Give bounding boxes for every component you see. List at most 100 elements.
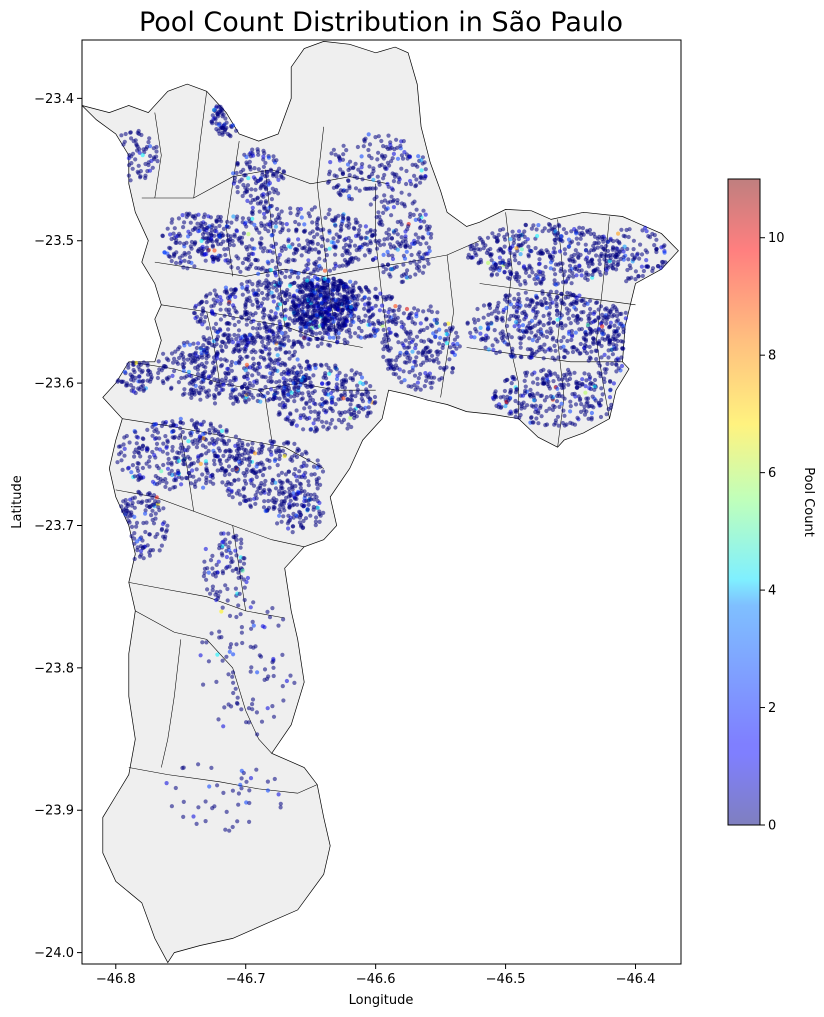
- pool-point: [256, 361, 261, 366]
- pool-point: [500, 258, 505, 263]
- pool-point: [230, 340, 235, 345]
- pool-point: [407, 154, 413, 160]
- pool-point: [161, 462, 166, 468]
- pool-point: [604, 258, 609, 263]
- pool-point: [292, 280, 297, 285]
- pool-point: [132, 454, 137, 459]
- pool-point: [222, 332, 227, 337]
- pool-point: [547, 369, 552, 374]
- pool-point: [148, 153, 153, 159]
- pool-point: [348, 389, 353, 394]
- pool-point: [213, 321, 219, 326]
- pool-point: [302, 222, 307, 227]
- pool-point: [508, 387, 513, 393]
- pool-point: [273, 480, 278, 485]
- pool-point: [575, 348, 580, 353]
- pool-point: [404, 249, 409, 254]
- pool-point: [537, 319, 542, 324]
- pool-point: [606, 312, 612, 317]
- pool-point: [423, 371, 428, 376]
- pool-point: [379, 199, 384, 204]
- pool-point: [177, 255, 182, 260]
- pool-point: [283, 291, 288, 297]
- pool-point: [309, 207, 314, 212]
- pool-point: [510, 234, 516, 239]
- pool-point: [226, 371, 231, 376]
- pool-point: [225, 131, 230, 137]
- pool-point: [348, 334, 353, 339]
- pool-point: [327, 246, 332, 251]
- pool-point: [356, 325, 362, 331]
- pool-point: [288, 245, 293, 250]
- pool-point: [292, 349, 297, 354]
- pool-point: [132, 474, 137, 479]
- pool-point: [413, 346, 418, 351]
- pool-point: [438, 335, 443, 340]
- pool-point: [349, 412, 354, 417]
- pool-point: [384, 144, 389, 150]
- pool-point: [360, 242, 365, 247]
- pool-point: [529, 330, 534, 335]
- pool-point: [266, 498, 271, 504]
- pool-point: [324, 253, 329, 258]
- pool-point: [240, 285, 245, 290]
- pool-point: [291, 472, 297, 477]
- pool-point: [197, 434, 202, 439]
- pool-point: [583, 390, 588, 395]
- pool-point: [331, 240, 336, 245]
- pool-point: [290, 420, 295, 425]
- pool-point: [334, 232, 339, 237]
- pool-point: [598, 272, 603, 277]
- pool-point: [266, 229, 271, 234]
- pool-point: [346, 311, 351, 316]
- pool-point: [358, 223, 363, 229]
- pool-point: [395, 219, 400, 225]
- pool-point: [503, 378, 508, 384]
- pool-point: [276, 177, 281, 182]
- pool-point: [277, 492, 282, 497]
- pool-point: [444, 331, 449, 337]
- pool-point: [583, 384, 588, 389]
- pool-point: [519, 406, 524, 411]
- pool-point: [611, 259, 616, 264]
- pool-point: [518, 252, 523, 257]
- pool-point: [226, 438, 232, 443]
- pool-point: [165, 466, 171, 471]
- pool-point: [552, 371, 558, 376]
- pool-point: [260, 290, 265, 296]
- pool-point: [432, 375, 437, 380]
- pool-point: [259, 450, 264, 455]
- pool-point: [399, 380, 404, 385]
- pool-point: [485, 235, 491, 240]
- pool-point: [409, 339, 415, 344]
- pool-point: [469, 255, 474, 260]
- pool-point: [396, 307, 401, 313]
- pool-point: [281, 176, 286, 181]
- pool-point: [207, 340, 212, 346]
- pool-point: [351, 225, 356, 230]
- pool-point: [312, 472, 317, 477]
- pool-point: [527, 274, 532, 279]
- pool-point: [497, 349, 502, 354]
- pool-point: [229, 488, 234, 493]
- pool-point: [534, 295, 539, 300]
- pool-point: [304, 325, 309, 330]
- pool-point: [369, 156, 374, 161]
- pool-point: [511, 237, 517, 242]
- pool-point: [589, 349, 594, 354]
- pool-point: [326, 380, 331, 386]
- pool-point: [528, 387, 533, 392]
- pool-point: [181, 357, 186, 362]
- pool-point: [537, 261, 542, 266]
- pool-point: [333, 305, 338, 310]
- pool-point: [227, 472, 232, 477]
- pool-point: [326, 425, 331, 430]
- pool-point: [368, 241, 373, 246]
- pool-point: [597, 258, 602, 263]
- pool-point: [366, 304, 371, 309]
- pool-point: [602, 367, 607, 372]
- pool-point: [596, 326, 601, 331]
- pool-point: [353, 161, 358, 166]
- pool-point: [569, 301, 574, 306]
- pool-point: [315, 344, 320, 349]
